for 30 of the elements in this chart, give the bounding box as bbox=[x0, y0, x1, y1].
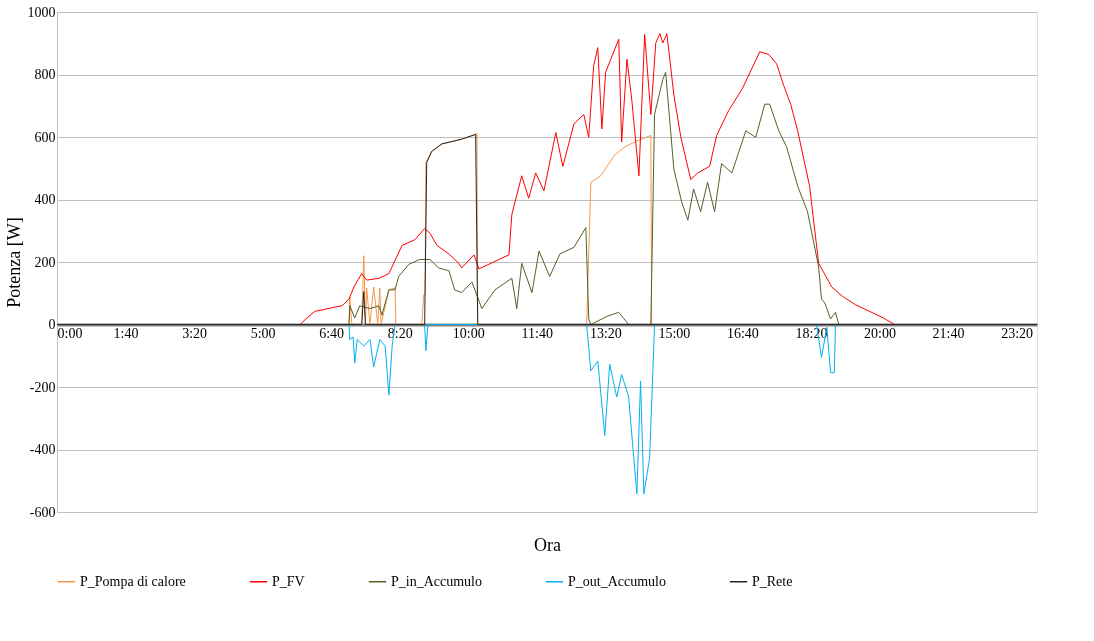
y-tick-label: 800 bbox=[34, 67, 56, 82]
x-tick-label: 5:00 bbox=[250, 326, 276, 341]
x-tick-label: 16:40 bbox=[726, 326, 759, 341]
x-tick-label: 20:00 bbox=[864, 326, 896, 341]
legend-label: P_FV bbox=[272, 573, 305, 589]
x-tick-label: 21:40 bbox=[932, 326, 965, 341]
x-tick-label: 6:40 bbox=[319, 326, 345, 341]
x-tick-label: 8:20 bbox=[387, 326, 413, 341]
x-tick-label: 13:20 bbox=[589, 326, 622, 341]
y-tick-label: 600 bbox=[34, 129, 56, 145]
legend-label: P_Rete bbox=[752, 573, 793, 589]
y-tick-label: 200 bbox=[34, 254, 56, 270]
x-tick-label: 0:00 bbox=[57, 326, 83, 341]
legend-label: P_out_Accumulo bbox=[568, 573, 666, 589]
y-tick-label: -200 bbox=[29, 379, 56, 395]
x-axis-title: Ora bbox=[534, 534, 561, 555]
x-tick-label: 3:20 bbox=[182, 326, 208, 341]
y-axis-title: Potenza [W] bbox=[3, 217, 24, 308]
y-tick-label: 1000 bbox=[27, 4, 56, 20]
y-tick-label: 0 bbox=[48, 317, 56, 332]
y-tick-label: 400 bbox=[34, 192, 56, 207]
legend-label: P_in_Accumulo bbox=[391, 573, 482, 589]
x-tick-label: 10:00 bbox=[452, 326, 485, 341]
y-tick-label: -600 bbox=[29, 504, 56, 520]
x-tick-label: 15:00 bbox=[658, 326, 691, 341]
x-tick-label: 23:20 bbox=[1001, 326, 1034, 341]
y-tick-label: -400 bbox=[29, 442, 56, 457]
legend-label: P_Pompa di calore bbox=[80, 573, 186, 589]
x-tick-label: 1:40 bbox=[113, 326, 139, 341]
x-tick-label: 11:40 bbox=[521, 326, 553, 341]
